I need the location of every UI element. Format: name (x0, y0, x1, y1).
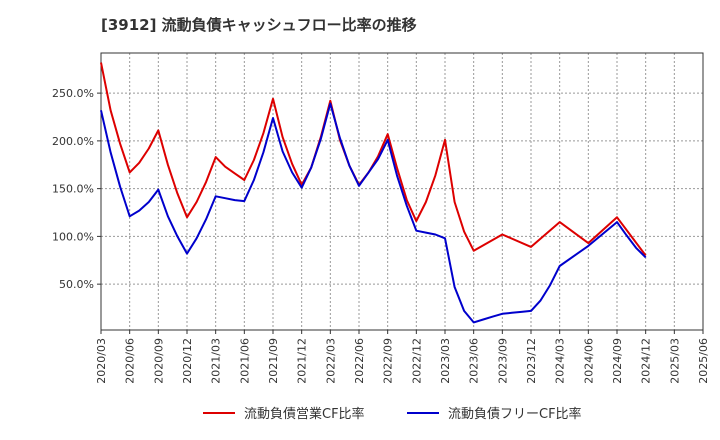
x-tick-label: 2022/12 (410, 338, 423, 384)
x-tick-label: 2022/06 (353, 338, 366, 384)
x-tick-label: 2023/06 (468, 338, 481, 384)
x-tick-label: 2024/12 (640, 338, 653, 384)
x-tick-label: 2021/06 (238, 338, 251, 384)
x-tick-label: 2020/09 (152, 338, 165, 384)
x-tick-label: 2024/06 (582, 338, 595, 384)
legend: 流動負債営業CF比率 流動負債フリーCF比率 (203, 406, 582, 422)
legend-label-2: 流動負債フリーCF比率 (448, 406, 582, 422)
x-tick-label: 2021/09 (267, 338, 280, 384)
series-line-2 (100, 102, 647, 324)
y-tick-label: 150.0% (52, 183, 94, 196)
legend-label-1: 流動負債営業CF比率 (244, 406, 365, 422)
x-tick-label: 2022/03 (324, 338, 337, 384)
y-axis-ticks: 50.0% 100.0% 150.0% 200.0% 250.0% (52, 87, 101, 291)
x-tick-label: 2021/03 (210, 338, 223, 384)
x-tick-label: 2021/12 (296, 338, 309, 384)
x-tick-label: 2022/09 (382, 338, 395, 384)
y-tick-label: 50.0% (59, 278, 94, 291)
chart-title: [3912] 流動負債キャッシュフロー比率の推移 (101, 16, 417, 34)
x-tick-label: 2020/03 (95, 338, 108, 384)
x-tick-label: 2023/03 (439, 338, 452, 384)
series-lines (100, 62, 647, 324)
y-tick-label: 100.0% (52, 230, 94, 243)
x-tick-label: 2020/06 (124, 338, 137, 384)
x-tick-label: 2025/03 (668, 338, 681, 384)
x-tick-label: 2020/12 (181, 338, 194, 384)
y-tick-label: 200.0% (52, 135, 94, 148)
x-tick-label: 2023/09 (496, 338, 509, 384)
y-tick-label: 250.0% (52, 87, 94, 100)
x-tick-label: 2025/06 (697, 338, 710, 384)
x-axis-ticks: 2020/03 2020/06 2020/09 2020/12 2021/03 2021/… (95, 330, 710, 384)
x-tick-label: 2024/09 (611, 338, 624, 384)
plot-frame (100, 52, 704, 331)
series-line-1 (100, 62, 647, 257)
x-tick-label: 2023/12 (525, 338, 538, 384)
x-tick-label: 2024/03 (554, 338, 567, 384)
